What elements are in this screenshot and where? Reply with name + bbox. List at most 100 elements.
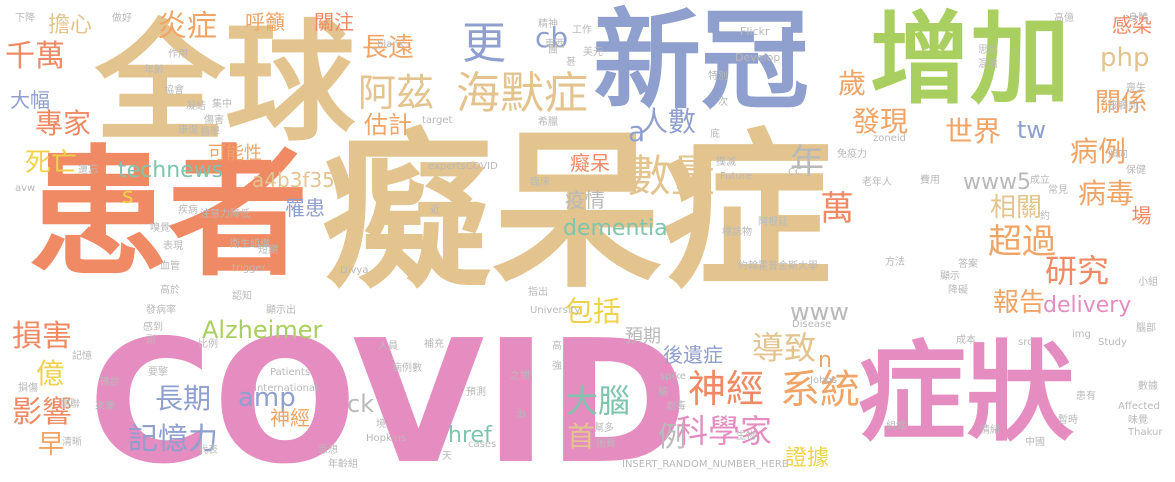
word-dementia-disease: 癡呆症: [322, 114, 833, 312]
word-patients: 患者: [28, 133, 309, 296]
word-small-105: 傾向: [1108, 149, 1128, 160]
word-small-37: 降低: [230, 209, 250, 220]
word-small-67: International: [254, 383, 318, 394]
word-age: 歲: [838, 67, 867, 100]
word-small-32: 成立: [1030, 175, 1050, 186]
word-research: 研究: [1045, 252, 1110, 290]
word-small-103: 喪失: [1126, 83, 1146, 94]
word-nerve: 神經: [688, 367, 765, 411]
word-small-56: 顯示出: [266, 305, 296, 316]
word-href: href: [448, 423, 492, 448]
word-small-38: 衛生組織: [230, 239, 270, 250]
word-small-113: 治: [516, 409, 526, 420]
word-small-53: 高於: [160, 285, 180, 296]
word-small-16: 康復: [178, 125, 198, 136]
word-small-118: 劇毒: [666, 401, 686, 412]
word-small-4: 精神: [538, 19, 558, 30]
word-small-109: 遭忘: [78, 165, 98, 176]
word-small-20: 次: [718, 97, 728, 108]
word-small-30: 老年人: [862, 177, 892, 188]
word-small-89: Hopkins: [366, 433, 407, 444]
word-cases: 病例: [1070, 135, 1127, 168]
word-small-46: 阿根廷: [758, 217, 788, 228]
word-small-101: 高億: [1054, 13, 1074, 24]
word-small-91: 生物: [736, 431, 756, 442]
word-number-of-people: 人數: [640, 105, 697, 138]
word-small-110: 關聯: [60, 399, 80, 410]
word-small-94: 中國: [1025, 437, 1045, 448]
word-inflammation: 炎症: [157, 9, 217, 44]
word-small-73: 預測: [466, 387, 486, 398]
word-expert: 專家: [35, 107, 92, 140]
word-small-115: 甚: [566, 57, 576, 68]
word-small-6: Flickr: [740, 25, 770, 38]
word-azi: 阿茲: [358, 71, 435, 115]
word-small-47: 約翰霍普金斯大學: [738, 261, 818, 272]
word-sequelae: 後遺症: [663, 343, 723, 367]
word-small-120: 幫多: [594, 423, 614, 434]
word-small-61: 比例: [198, 339, 218, 350]
word-small-36: 注意力: [200, 209, 230, 220]
word-ck: ck: [347, 390, 375, 418]
word-small-44: Divya: [340, 265, 369, 276]
word-small-15: 傷害: [204, 115, 224, 126]
word-small-21: 特別: [708, 71, 728, 82]
word-small-33: 常見: [1048, 185, 1068, 196]
word-infection: 感染: [1112, 13, 1152, 37]
word-small-51: 降礙: [948, 285, 968, 296]
word-attention: 關注: [314, 10, 354, 34]
word-small-41: 短期: [258, 245, 278, 256]
word-suffer: 罹患: [285, 196, 325, 220]
word-world: 世界: [945, 115, 1002, 148]
word-small-35: 疾病: [178, 205, 198, 216]
word-small-116: 東西: [545, 39, 565, 50]
word-small-97: 思想: [318, 445, 338, 456]
word-death: 死亡: [25, 148, 78, 178]
word-example: 例: [658, 420, 687, 453]
word-www: www: [790, 298, 849, 326]
word-small-107: 約: [1040, 211, 1050, 222]
word-epidemic: 疫情: [565, 188, 605, 212]
word-small-8: 思維: [978, 45, 998, 56]
word-small-69: 確診: [100, 377, 120, 388]
word-exceed: 超過: [988, 222, 1056, 262]
word-scientist: 科學家: [676, 412, 773, 450]
word-small-42: 血管: [160, 261, 180, 272]
word-memory: 記憶力: [128, 422, 218, 457]
word-small-108: 近: [430, 205, 440, 216]
word-dementia-short: 癡呆: [570, 151, 610, 175]
word-small-83: Affected: [1118, 401, 1160, 412]
word-small-19: 希臘: [538, 117, 558, 128]
word-small-13: 集中: [212, 99, 232, 110]
word-delivery: delivery: [1043, 293, 1132, 318]
word-small-9: 混淆: [978, 59, 998, 70]
word-report: 報告: [993, 288, 1046, 318]
word-small-98: 年齡組: [328, 459, 358, 470]
word-small-70: 損傷: [18, 383, 38, 394]
word-appeal: 呼籲: [245, 10, 285, 34]
word-small-18: target: [422, 115, 453, 126]
word-quantity: 數量: [627, 151, 715, 202]
word-small-81: img: [1072, 329, 1091, 340]
word-www5: www5: [963, 170, 1031, 195]
word-small-3: _blank: [372, 39, 405, 50]
word-small-72: 來源: [95, 401, 115, 412]
word-small-28: expertsCOVID: [428, 161, 498, 172]
word-estimate: 估計: [364, 111, 412, 139]
word-small-54: 認知: [232, 291, 252, 302]
word-significant: 大幅: [10, 88, 50, 112]
word-small-50: 顯示: [940, 271, 960, 282]
word-nerve-small: 神經: [270, 406, 310, 430]
word-increase: 增加: [870, 1, 1070, 118]
word-more: 更: [462, 18, 506, 69]
word-field: 場: [1128, 205, 1152, 225]
word-evidence: 證據: [785, 446, 830, 471]
word-small-90: cases: [468, 439, 497, 450]
word-small-58: University: [530, 305, 581, 316]
word-brain: 大腦: [566, 382, 631, 420]
word-relationship: 關係: [1095, 88, 1148, 118]
word-related: 相關: [990, 193, 1043, 223]
word-s: s: [122, 184, 134, 209]
word-symptoms: 症狀: [858, 331, 1075, 456]
word-amp: amp: [238, 383, 296, 413]
